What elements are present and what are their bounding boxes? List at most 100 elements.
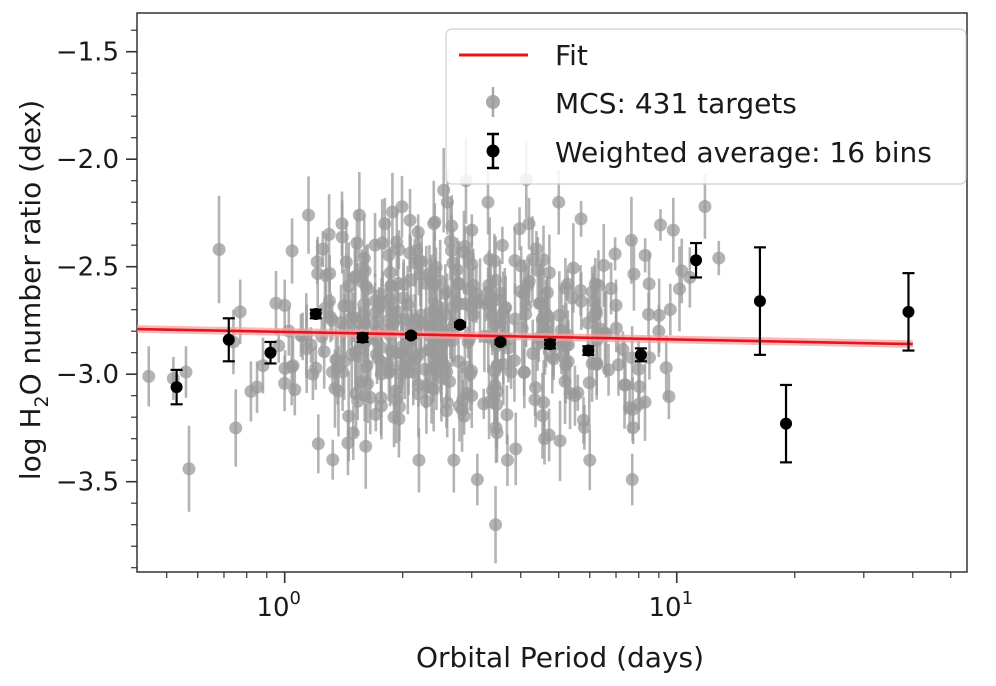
- binned-marker: [494, 335, 507, 348]
- mcs-point: [367, 289, 381, 358]
- binned-point: [582, 344, 595, 357]
- mcs-point: [659, 335, 673, 400]
- mcs-marker: [433, 314, 447, 328]
- mcs-marker: [638, 395, 652, 409]
- mcs-point: [618, 341, 632, 429]
- mcs-marker: [438, 287, 452, 301]
- mcs-point: [406, 339, 420, 406]
- mcs-marker: [576, 413, 590, 427]
- mcs-marker: [561, 277, 575, 291]
- mcs-point: [517, 349, 531, 396]
- mcs-point: [433, 289, 447, 352]
- mcs-marker: [374, 341, 388, 355]
- mcs-point: [561, 269, 575, 300]
- mcs-point: [418, 330, 432, 409]
- mcs-marker: [342, 409, 356, 423]
- mcs-marker: [574, 283, 588, 297]
- mcs-marker: [508, 312, 522, 326]
- mcs-marker: [408, 314, 422, 328]
- binned-point: [264, 340, 277, 365]
- mcs-point: [376, 271, 390, 334]
- mcs-marker: [582, 376, 596, 390]
- mcs-point: [470, 453, 484, 506]
- mcs-marker: [233, 305, 247, 319]
- mcs-marker: [508, 254, 522, 268]
- binned-series: [170, 241, 915, 464]
- mcs-point: [359, 403, 373, 489]
- mcs-marker: [250, 380, 264, 394]
- mcs-point: [627, 237, 641, 311]
- mcs-marker: [376, 296, 390, 310]
- mcs-marker: [374, 391, 388, 405]
- binned-point: [753, 246, 766, 356]
- mcs-marker: [618, 378, 632, 392]
- mcs-marker: [663, 303, 677, 317]
- mcs-marker: [339, 255, 353, 269]
- binned-point: [543, 338, 556, 351]
- mcs-marker: [411, 387, 425, 401]
- binned-point: [309, 308, 322, 320]
- mcs-point: [509, 412, 523, 486]
- legend: Fit MCS: 431 targets Weighted average: 1…: [445, 28, 967, 185]
- mcs-point: [500, 385, 514, 445]
- mcs-point: [533, 263, 547, 343]
- mcs-marker: [517, 366, 531, 380]
- mcs-marker: [653, 218, 667, 232]
- legend-binned-swatch: [486, 132, 500, 170]
- mcs-marker: [583, 453, 597, 467]
- mcs-point: [142, 346, 156, 407]
- mcs-point: [397, 259, 411, 310]
- mcs-marker: [519, 307, 533, 321]
- mcs-marker: [443, 375, 457, 389]
- mcs-point: [632, 361, 646, 413]
- mcs-point: [528, 383, 542, 416]
- legend-mcs-label: MCS: 431 targets: [555, 87, 797, 120]
- mcs-point: [638, 363, 652, 441]
- mcs-marker: [652, 308, 666, 322]
- mcs-marker: [359, 439, 373, 453]
- mcs-marker: [488, 378, 502, 392]
- mcs-marker: [444, 244, 458, 258]
- mcs-marker: [428, 215, 442, 229]
- mcs-marker: [627, 267, 641, 281]
- mcs-marker: [541, 309, 555, 323]
- binned-point: [454, 318, 467, 331]
- mcs-marker: [326, 453, 340, 467]
- mcs-point: [350, 210, 364, 276]
- x-axis-ticks: 100 101: [166, 572, 952, 623]
- mcs-point: [513, 207, 527, 251]
- mcs-marker: [457, 409, 471, 423]
- mcs-point: [466, 248, 480, 323]
- mcs-marker: [369, 407, 383, 421]
- mcs-point: [625, 453, 639, 506]
- mcs-marker: [552, 308, 566, 322]
- mcs-point: [212, 195, 226, 304]
- mcs-point: [638, 238, 652, 273]
- mcs-point: [517, 259, 531, 329]
- binned-point: [170, 368, 183, 406]
- mcs-point: [250, 361, 264, 413]
- mcs-marker: [461, 249, 475, 263]
- mcs-marker: [604, 281, 618, 295]
- mcs-point: [369, 397, 383, 432]
- mcs-point: [444, 215, 458, 286]
- y-axis-label-sub: 2: [31, 395, 53, 407]
- mcs-marker: [470, 473, 484, 487]
- mcs-marker: [659, 361, 673, 375]
- mcs-marker: [500, 408, 514, 422]
- mcs-marker: [412, 255, 426, 269]
- mcs-marker: [683, 270, 697, 284]
- mcs-marker: [465, 364, 479, 378]
- mcs-point: [542, 408, 556, 462]
- mcs-point: [311, 414, 325, 474]
- mcs-marker: [322, 227, 336, 241]
- mcs-marker: [495, 238, 509, 252]
- mcs-point: [383, 333, 397, 407]
- binned-point: [222, 317, 235, 363]
- y-tick-label: −2.0: [56, 145, 119, 175]
- mcs-marker: [311, 437, 325, 451]
- y-tick-label: −3.5: [56, 468, 119, 498]
- mcs-marker: [392, 400, 406, 414]
- mcs-marker: [350, 236, 364, 250]
- mcs-point: [300, 304, 314, 394]
